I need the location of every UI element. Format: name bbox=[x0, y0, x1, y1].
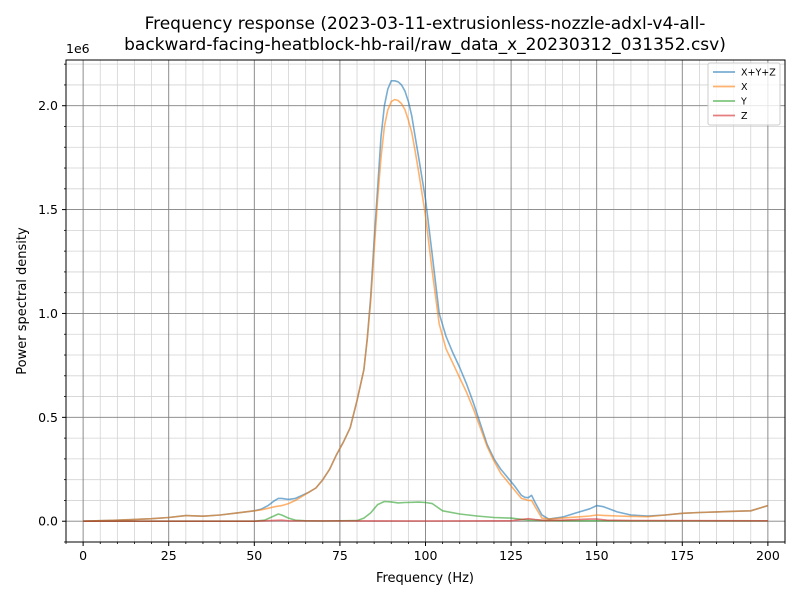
x-tick-label: 0 bbox=[79, 548, 87, 563]
chart-title-line1: Frequency response (2023-03-11-extrusion… bbox=[145, 14, 706, 34]
legend-label: X+Y+Z bbox=[741, 68, 776, 79]
y-tick-label: 1.0 bbox=[38, 306, 58, 321]
x-tick-label: 175 bbox=[670, 548, 694, 563]
y-tick-label: 2.0 bbox=[38, 98, 58, 113]
x-tick-label: 150 bbox=[585, 548, 609, 563]
series-line-x bbox=[83, 98, 769, 522]
legend-label: X bbox=[741, 82, 748, 93]
y-tick-label: 1.5 bbox=[38, 202, 58, 217]
x-axis-label: Frequency (Hz) bbox=[376, 571, 474, 586]
series-lines bbox=[83, 80, 769, 523]
x-axis: 0 25 50 75 100 125 150 175 200 bbox=[65, 542, 786, 563]
series-line-x-y-z bbox=[83, 80, 769, 522]
x-tick-label: 25 bbox=[161, 548, 177, 563]
y-tick-label: 0.5 bbox=[38, 410, 58, 425]
x-tick-label: 50 bbox=[246, 548, 262, 563]
legend-box bbox=[707, 62, 781, 126]
series-line-z bbox=[83, 517, 768, 523]
x-tick-label: 75 bbox=[332, 548, 348, 563]
legend: X+Y+Z XYZ bbox=[707, 62, 781, 126]
x-tick-label: 100 bbox=[414, 548, 438, 563]
legend-label: Y bbox=[740, 97, 747, 108]
y-axis: 0.0 0.5 1.0 1.5 2.0 bbox=[38, 63, 66, 543]
legend-label: Z bbox=[741, 111, 748, 122]
y-tick-label: 0.0 bbox=[38, 514, 58, 529]
chart-title-line2: backward-facing-heatblock-hb-rail/raw_da… bbox=[124, 35, 726, 55]
x-tick-label: 200 bbox=[756, 548, 780, 563]
x-tick-label: 125 bbox=[499, 548, 523, 563]
y-axis-label: Power spectral density bbox=[15, 227, 30, 375]
y-scale-offset-label: 1e6 bbox=[66, 41, 90, 56]
